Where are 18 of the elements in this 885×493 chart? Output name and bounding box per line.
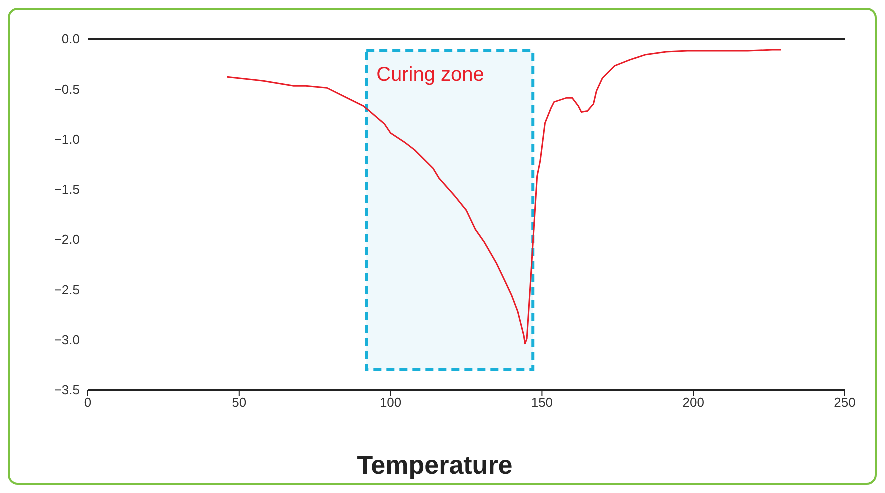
x-tick-label: 50 bbox=[232, 395, 247, 410]
x-tick-label: 100 bbox=[380, 395, 402, 410]
y-tick-label: 0.0 bbox=[62, 32, 80, 47]
band-label: Curing zone bbox=[376, 64, 484, 86]
y-tick-label: −1.5 bbox=[54, 182, 80, 198]
y-tick-label: −2.5 bbox=[54, 282, 80, 298]
y-tick-label: −3.0 bbox=[54, 332, 80, 348]
panel-frame: Curing zone 0 50 100 150 200 250 0.0 −0.5 −1.0 −1.5 −2.0 −2.5 −3.0 −3.5 Temperature bbox=[8, 8, 877, 485]
x-tick-label: 250 bbox=[834, 395, 856, 410]
x-tick-label: 150 bbox=[531, 395, 554, 410]
x-tick-label: 0 bbox=[84, 395, 92, 410]
y-tick-label: −2.0 bbox=[54, 232, 80, 248]
x-axis-title: Temperature bbox=[356, 450, 514, 481]
y-tick-label: −3.5 bbox=[54, 382, 80, 398]
line-series bbox=[226, 49, 782, 345]
y-tick-label: −0.5 bbox=[54, 82, 80, 97]
x-tick-label: 200 bbox=[682, 395, 704, 410]
y-tick-label: −1.0 bbox=[54, 132, 80, 147]
